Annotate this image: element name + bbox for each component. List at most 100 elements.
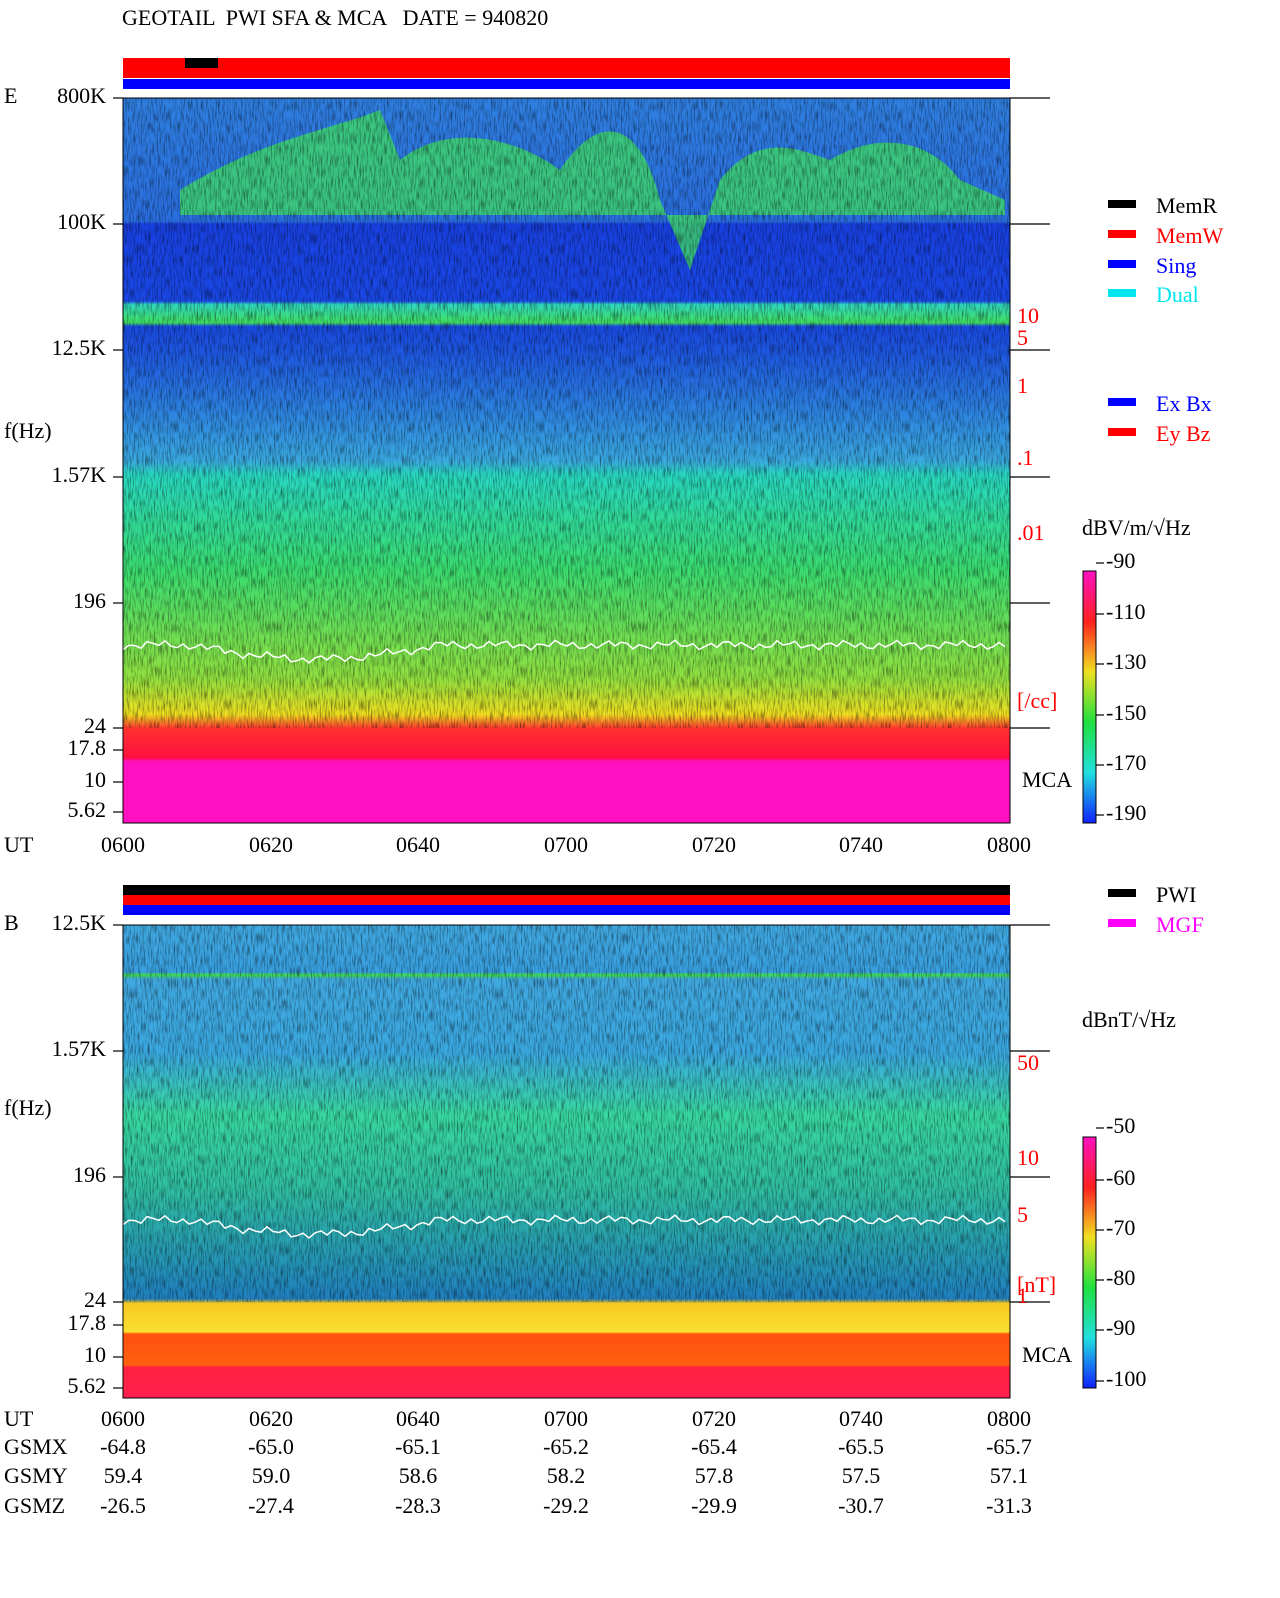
x-tick-label: 0600 — [101, 832, 145, 857]
legend-label: MGF — [1156, 912, 1204, 937]
y-tick-label: 800K — [57, 83, 106, 108]
density-scale: 50 — [1017, 1050, 1039, 1075]
orbit-value: -28.3 — [395, 1493, 441, 1518]
orbit-label: GSMZ — [4, 1493, 65, 1518]
colorbar-tick-label: -50 — [1106, 1113, 1135, 1138]
legend-label: PWI — [1156, 882, 1196, 907]
density-scale: 5 — [1017, 325, 1028, 350]
status-bar — [123, 79, 1010, 89]
status-bar — [123, 885, 1010, 895]
y-tick-label: 100K — [57, 209, 106, 234]
y-tick-label: 17.8 — [68, 735, 107, 760]
legend-label: Ex Bx — [1156, 391, 1212, 416]
x-tick-label: 0600 — [101, 1406, 145, 1431]
y-tick-label: 10 — [84, 1342, 106, 1367]
colorbar-tick-label: -190 — [1106, 800, 1146, 825]
colorbar-tick-label: -100 — [1106, 1366, 1146, 1391]
orbit-value: -30.7 — [838, 1493, 884, 1518]
x-tick-label: 0720 — [692, 1406, 736, 1431]
orbit-value: -64.8 — [100, 1434, 146, 1459]
density-line — [122, 1214, 1006, 1239]
legend-label: MemW — [1156, 223, 1223, 248]
colorbar — [1082, 1136, 1097, 1389]
orbit-value: -65.2 — [543, 1434, 589, 1459]
panel-label: E — [4, 83, 17, 108]
x-axis-label: UT — [4, 1406, 34, 1431]
status-bar — [123, 58, 1010, 68]
legend-swatch — [1108, 200, 1136, 208]
orbit-value: 58.2 — [547, 1463, 586, 1488]
frame — [122, 924, 1011, 1399]
legend-swatch — [1108, 428, 1136, 436]
density-scale: .1 — [1017, 445, 1034, 470]
status-bar — [123, 895, 1010, 905]
y-tick-label: 196 — [73, 1162, 106, 1187]
legend-label: MemR — [1156, 193, 1217, 218]
legend-swatch — [1108, 260, 1136, 268]
legend-label: Dual — [1156, 282, 1199, 307]
orbit-label: GSMY — [4, 1463, 68, 1488]
density-scale: 1 — [1017, 373, 1028, 398]
x-tick-label: 0620 — [249, 1406, 293, 1431]
colorbar-tick-label: -110 — [1106, 599, 1146, 624]
x-tick-label: 0800 — [987, 832, 1031, 857]
density-scale: 1 — [1017, 1283, 1028, 1308]
orbit-value: 59.4 — [104, 1463, 143, 1488]
orbit-value: -29.2 — [543, 1493, 589, 1518]
title: GEOTAIL PWI SFA & MCA DATE = 940820 — [122, 5, 548, 30]
colorbar-tick-label: -80 — [1106, 1265, 1135, 1290]
colorbar-tick-label: -70 — [1106, 1215, 1135, 1240]
density-scale: [/cc] — [1017, 688, 1057, 713]
y-tick-label: 24 — [84, 713, 106, 738]
legend-swatch — [1108, 289, 1136, 297]
orbit-label: GSMX — [4, 1434, 68, 1459]
colorbar-tick-label: -150 — [1106, 700, 1146, 725]
colorbar-tick-label: -60 — [1106, 1165, 1135, 1190]
y-tick-label: 5.62 — [68, 1373, 107, 1398]
y-tick-label: 10 — [84, 767, 106, 792]
noise — [123, 98, 1010, 728]
density-scale: [nT] — [1017, 1272, 1056, 1297]
x-tick-label: 0700 — [544, 1406, 588, 1431]
x-tick-label: 0640 — [396, 832, 440, 857]
colorbar-tick-label: -170 — [1106, 750, 1146, 775]
legend-swatch — [1108, 919, 1136, 927]
orbit-value: -65.5 — [838, 1434, 884, 1459]
x-tick-label: 0720 — [692, 832, 736, 857]
panel-label: B — [4, 910, 19, 935]
orbit-value: 59.0 — [252, 1463, 291, 1488]
x-tick-label: 0800 — [987, 1406, 1031, 1431]
noise — [123, 925, 1010, 1302]
orbit-value: -31.3 — [986, 1493, 1032, 1518]
orbit-value: -65.7 — [986, 1434, 1032, 1459]
colorbar-title: dBnT/√Hz — [1082, 1007, 1176, 1032]
density-line — [122, 639, 1006, 664]
density-scale: .01 — [1017, 520, 1045, 545]
density-scale: 5 — [1017, 1202, 1028, 1227]
frame — [122, 97, 1011, 824]
x-axis-label: UT — [4, 832, 34, 857]
colorbar — [1082, 570, 1097, 824]
y-tick-label: 17.8 — [68, 1310, 107, 1335]
orbit-value: -27.4 — [248, 1493, 294, 1518]
legend-swatch — [1108, 889, 1136, 897]
orbit-value: -29.9 — [691, 1493, 737, 1518]
orbit-value: -65.1 — [395, 1434, 441, 1459]
x-tick-label: 0700 — [544, 832, 588, 857]
orbit-value: -65.0 — [248, 1434, 294, 1459]
y-tick-label: 12.5K — [52, 335, 107, 360]
y-tick-label: 1.57K — [52, 462, 107, 487]
status-segment — [185, 58, 218, 68]
density-scale: 10 — [1017, 303, 1039, 328]
x-tick-label: 0740 — [839, 1406, 883, 1431]
orbit-value: -26.5 — [100, 1493, 146, 1518]
x-tick-label: 0620 — [249, 832, 293, 857]
orbit-value: 57.8 — [695, 1463, 734, 1488]
colorbar-tick-label: -130 — [1106, 649, 1146, 674]
orbit-value: 58.6 — [399, 1463, 438, 1488]
y-tick-label: 5.62 — [68, 797, 107, 822]
colorbar-tick-label: -90 — [1106, 1315, 1135, 1340]
legend-swatch — [1108, 398, 1136, 406]
orbit-value: 57.5 — [842, 1463, 881, 1488]
